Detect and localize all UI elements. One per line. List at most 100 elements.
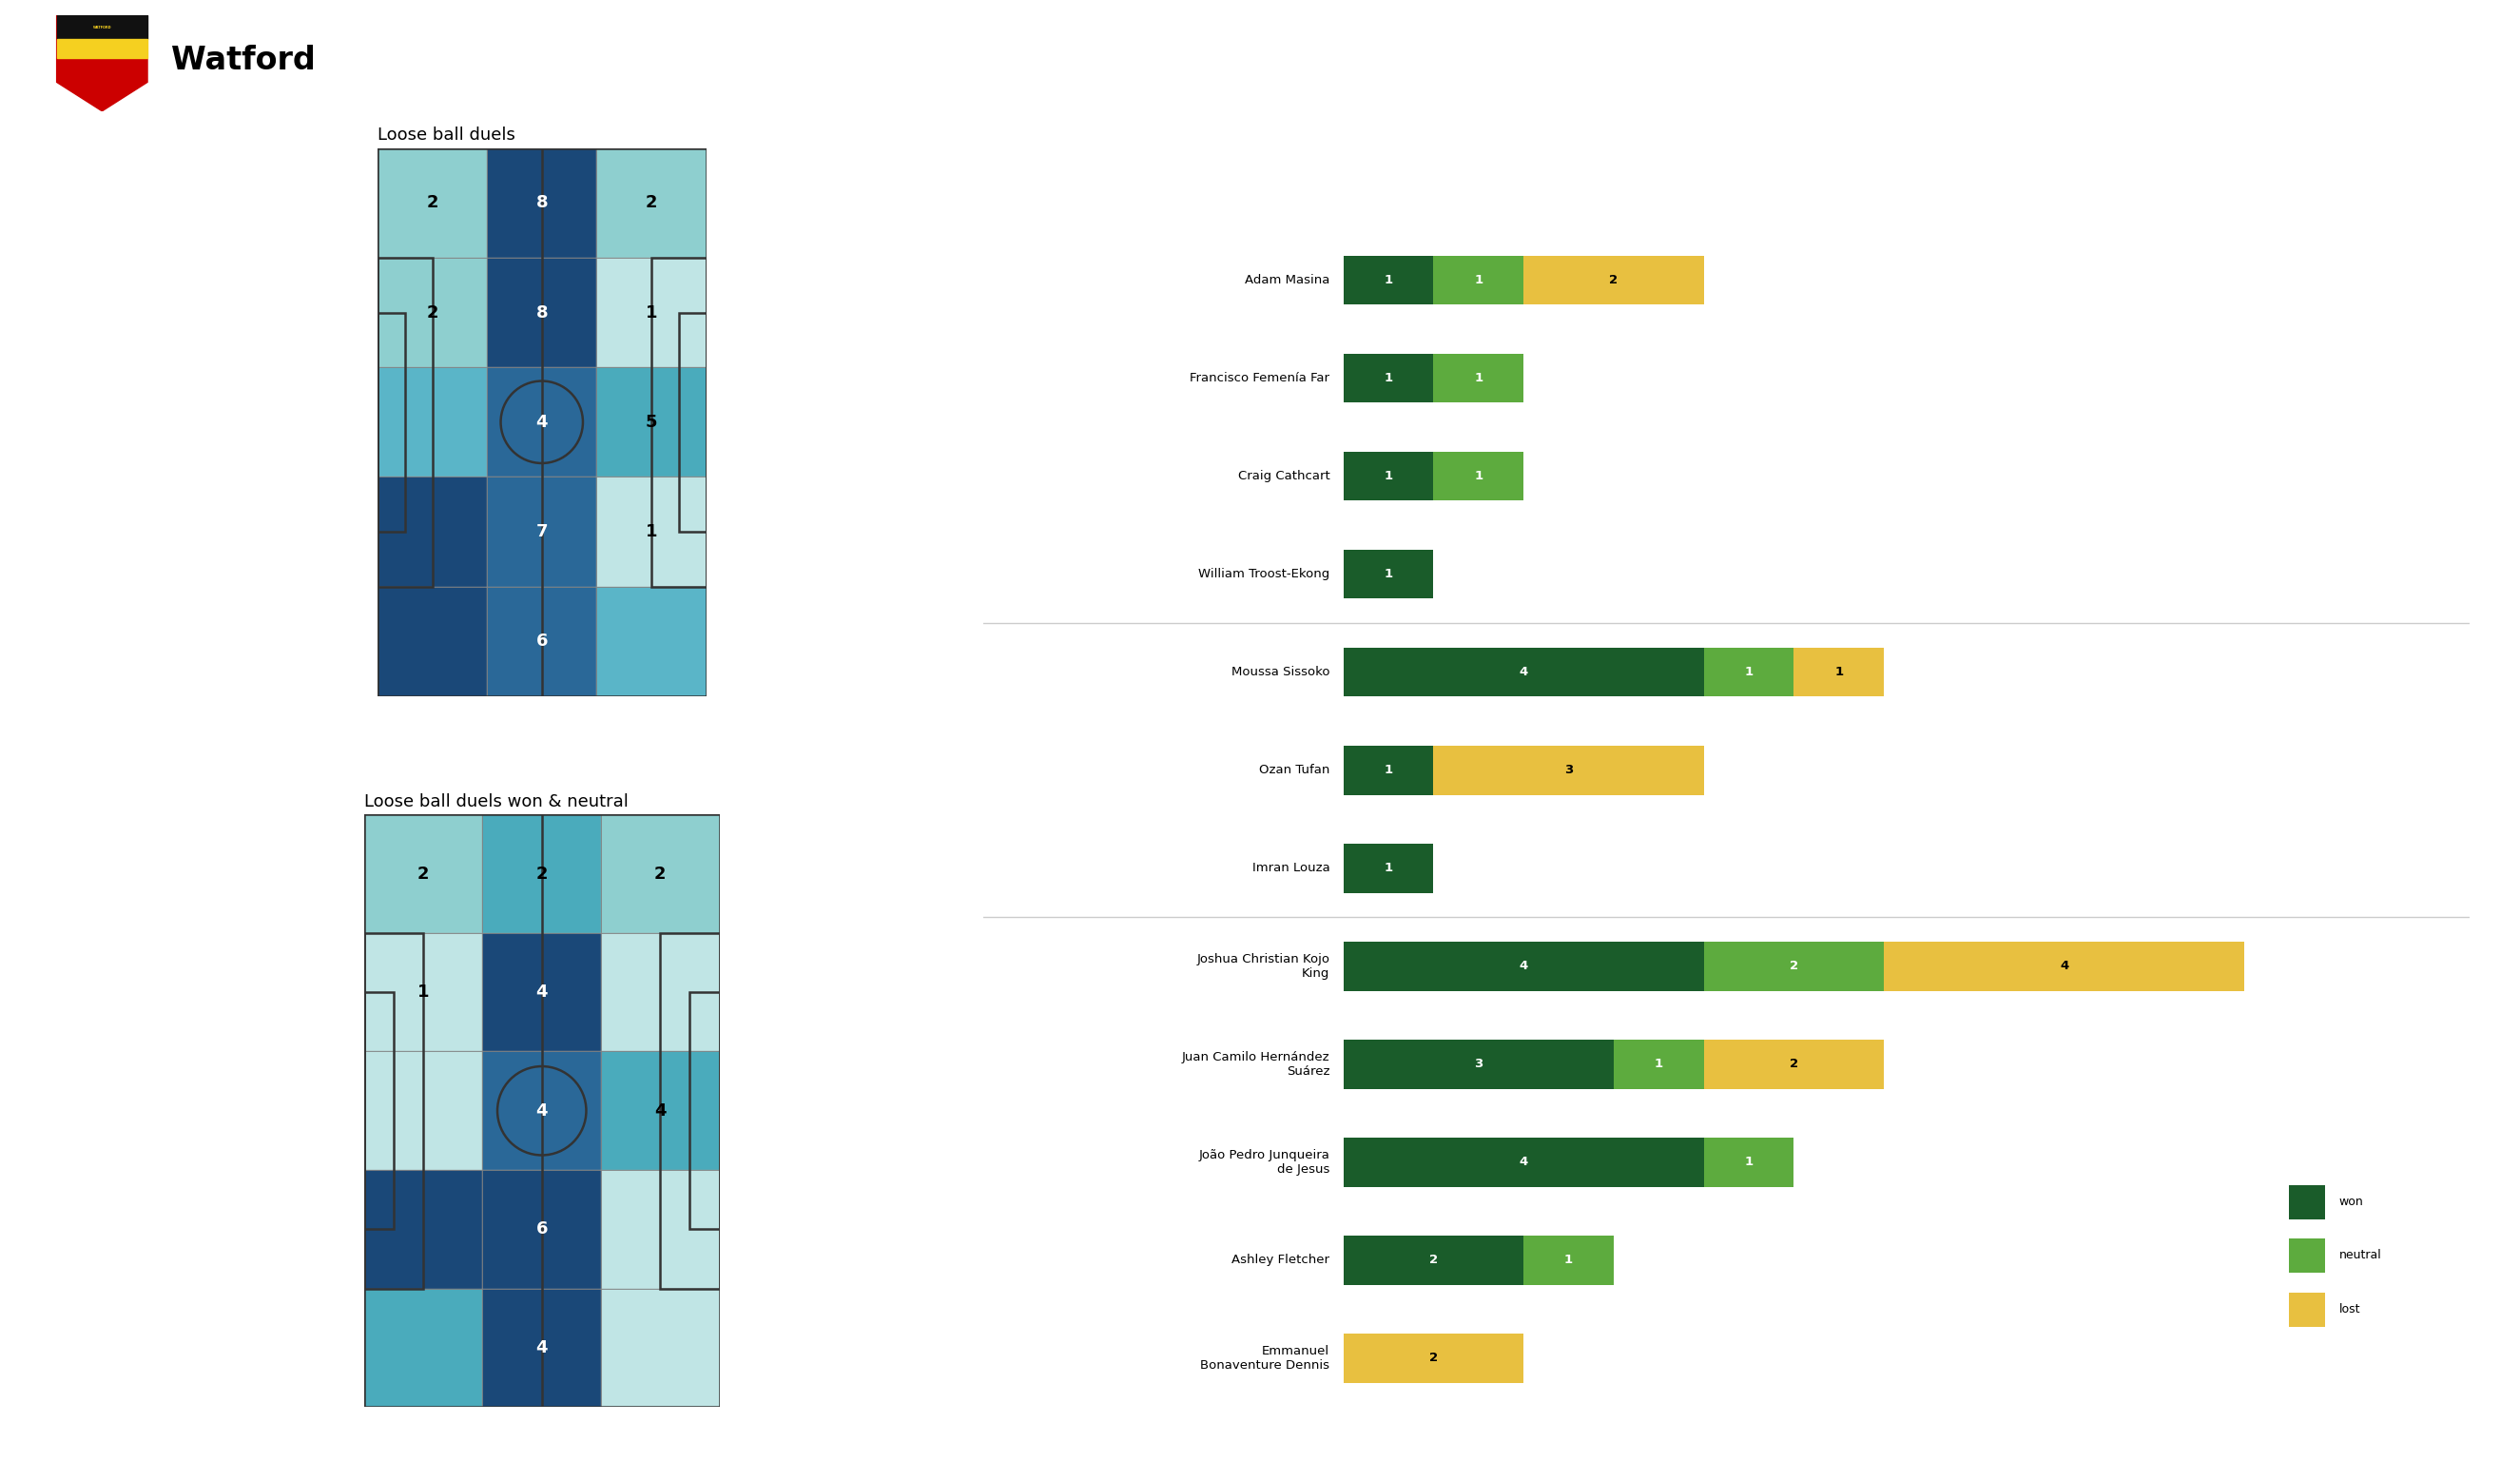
Polygon shape	[55, 15, 146, 39]
Text: 8: 8	[537, 304, 547, 321]
Bar	[363, 815, 481, 933]
Bar	[597, 258, 706, 367]
Text: William Troost-Ekong: William Troost-Ekong	[1197, 569, 1331, 581]
Bar	[2288, 1185, 2326, 1219]
Bar	[481, 1170, 602, 1288]
Text: Francisco Femenía Far: Francisco Femenía Far	[1189, 372, 1331, 385]
Bar	[678, 312, 706, 532]
Bar	[1613, 1040, 1704, 1089]
Text: 4: 4	[537, 1102, 547, 1120]
Text: 1: 1	[1383, 469, 1394, 483]
Bar	[1343, 256, 1434, 305]
Bar	[486, 477, 597, 586]
Bar	[1343, 844, 1434, 893]
Bar	[1704, 1137, 1794, 1186]
Text: João Pedro Junqueira
de Jesus: João Pedro Junqueira de Jesus	[1200, 1149, 1331, 1176]
Text: Ashley Fletcher: Ashley Fletcher	[1232, 1254, 1331, 1266]
Bar	[1343, 746, 1434, 795]
Text: 1: 1	[1383, 569, 1394, 581]
Text: 1: 1	[1474, 469, 1482, 483]
Text: 4: 4	[1520, 960, 1527, 973]
Text: 1: 1	[1744, 666, 1754, 678]
Text: 1: 1	[1383, 274, 1394, 286]
Bar	[481, 1052, 602, 1170]
Text: Adam Masina: Adam Masina	[1245, 274, 1331, 286]
Text: 8: 8	[537, 194, 547, 212]
Text: 3: 3	[1474, 1057, 1482, 1071]
Text: 1: 1	[645, 523, 658, 541]
Text: neutral: neutral	[2339, 1248, 2381, 1262]
Text: 7: 7	[537, 523, 547, 541]
Bar	[597, 477, 706, 586]
Text: 1: 1	[1383, 764, 1394, 776]
Bar	[363, 933, 423, 1288]
Text: 2: 2	[655, 865, 665, 883]
Text: Watford: Watford	[171, 44, 315, 76]
Text: 1: 1	[645, 304, 658, 321]
Text: Loose ball duels: Loose ball duels	[378, 127, 514, 144]
Bar	[363, 933, 481, 1052]
Bar	[486, 148, 597, 258]
Bar	[481, 815, 602, 933]
Bar	[363, 1052, 481, 1170]
Bar	[1343, 452, 1434, 501]
Text: 2: 2	[426, 194, 438, 212]
Text: Imran Louza: Imran Louza	[1252, 862, 1331, 874]
Bar	[602, 1170, 721, 1288]
Text: 2: 2	[1789, 1057, 1799, 1071]
Bar	[2288, 1238, 2326, 1274]
Bar	[378, 477, 486, 586]
Bar	[1434, 746, 1704, 795]
Bar	[650, 258, 706, 586]
Text: 6: 6	[537, 1220, 547, 1238]
Text: WATFORD: WATFORD	[93, 25, 111, 30]
Bar	[602, 1288, 721, 1407]
Bar	[1525, 1235, 1613, 1284]
Text: lost: lost	[2339, 1303, 2361, 1315]
Bar	[597, 148, 706, 258]
Bar	[1704, 647, 1794, 696]
Polygon shape	[55, 39, 146, 58]
Bar	[1343, 1334, 1525, 1383]
Bar	[378, 312, 406, 532]
Bar	[486, 586, 597, 696]
Bar	[363, 1288, 481, 1407]
Text: 4: 4	[1520, 666, 1527, 678]
Bar	[1343, 1235, 1525, 1284]
Bar	[378, 586, 486, 696]
Bar	[597, 367, 706, 477]
Text: 2: 2	[1610, 274, 1618, 286]
Bar	[486, 258, 597, 367]
Text: 6: 6	[537, 632, 547, 650]
Bar	[1343, 549, 1434, 598]
Bar	[690, 992, 721, 1229]
Bar	[1343, 354, 1434, 403]
Text: 2: 2	[1429, 1352, 1439, 1364]
Polygon shape	[55, 15, 146, 111]
Bar	[602, 933, 721, 1052]
Text: 4: 4	[2059, 960, 2069, 973]
Bar	[378, 258, 433, 586]
Text: Juan Camilo Hernández
Suárez: Juan Camilo Hernández Suárez	[1182, 1052, 1331, 1078]
Text: Craig Cathcart: Craig Cathcart	[1237, 469, 1331, 483]
Bar	[597, 586, 706, 696]
Text: won: won	[2339, 1195, 2364, 1207]
Bar	[378, 367, 486, 477]
Bar	[486, 367, 597, 477]
Bar	[1525, 256, 1704, 305]
Bar	[363, 1170, 481, 1288]
Bar	[1885, 942, 2245, 991]
Text: Emmanuel
Bonaventure Dennis: Emmanuel Bonaventure Dennis	[1200, 1345, 1331, 1371]
Bar	[602, 815, 721, 933]
Bar	[481, 933, 602, 1052]
Text: 2: 2	[418, 865, 428, 883]
Text: 4: 4	[537, 1339, 547, 1357]
Text: 1: 1	[1383, 862, 1394, 874]
Bar	[1704, 942, 1885, 991]
Text: 2: 2	[537, 865, 547, 883]
Text: 2: 2	[1429, 1254, 1439, 1266]
Bar	[1343, 647, 1704, 696]
Text: Joshua Christian Kojo
King: Joshua Christian Kojo King	[1197, 952, 1331, 979]
Bar	[481, 1288, 602, 1407]
Bar	[1434, 452, 1525, 501]
